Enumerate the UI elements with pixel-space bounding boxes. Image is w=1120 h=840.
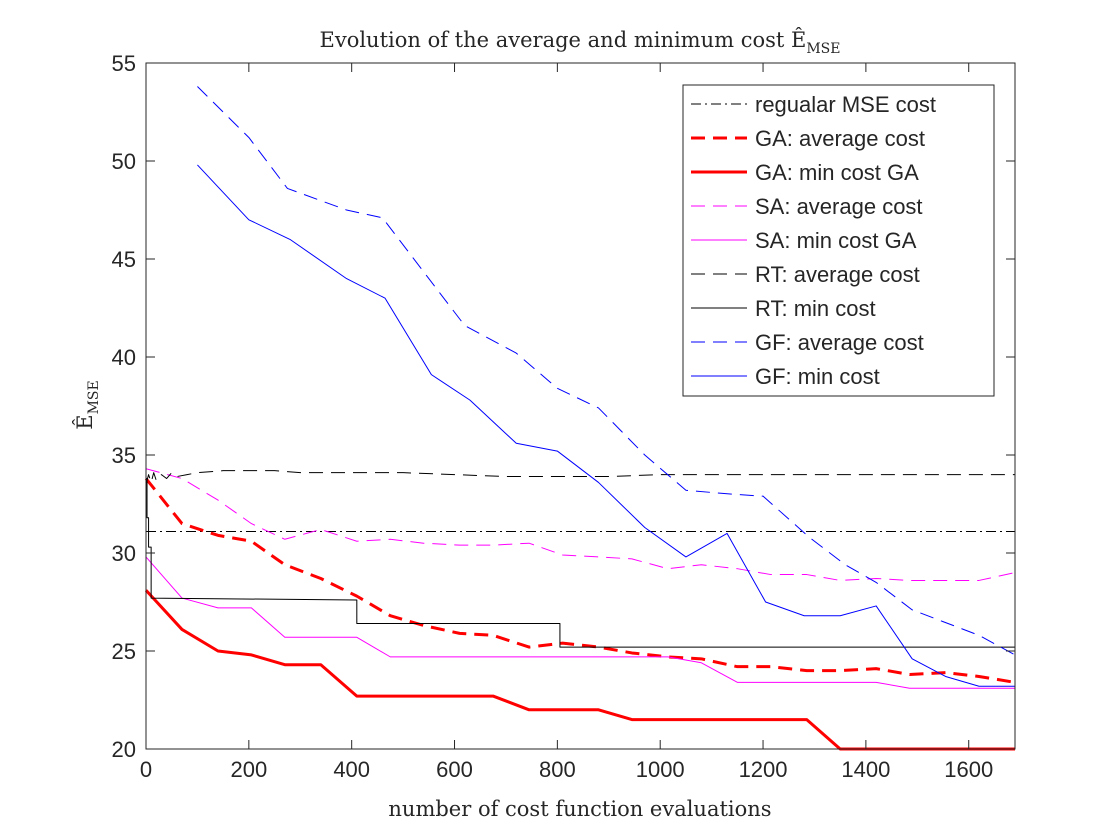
legend-label-8: GF: min cost — [755, 364, 880, 389]
series-line-6 — [146, 478, 1015, 648]
x-tick-label: 200 — [230, 757, 267, 782]
x-tick-label: 1200 — [739, 757, 788, 782]
y-tick-label: 35 — [112, 443, 136, 468]
y-tick-label: 40 — [112, 345, 136, 370]
x-tick-label: 600 — [436, 757, 473, 782]
legend-label-0: regualar MSE cost — [755, 92, 936, 117]
y-tick-label: 50 — [112, 149, 136, 174]
series-line-8 — [197, 164, 1015, 687]
tick-layer: 0 200 400 600 800 1000 1200 1400 1600 20 25 30 35 40 4… — [112, 51, 1015, 782]
series-line-1 — [144, 477, 1016, 684]
plot-frame — [145, 62, 1016, 750]
legend-label-2: GA: min cost GA — [755, 160, 919, 185]
y-tick-label: 55 — [112, 51, 136, 76]
x-tick-label: 800 — [539, 757, 576, 782]
x-tick-label: 400 — [333, 757, 370, 782]
y-tick-label: 30 — [112, 541, 136, 566]
legend: regualar MSE cost GA: average cost GA: min… — [682, 84, 995, 397]
series-line-4 — [145, 556, 1015, 689]
y-axis-label-sub: MSE — [86, 380, 102, 414]
x-tick-label: 0 — [140, 757, 152, 782]
chart-title-main: Evolution of the average and minimum cos… — [320, 28, 807, 52]
chart-title-sub: MSE — [806, 41, 840, 57]
y-tick-label: 25 — [112, 639, 136, 664]
legend-label-1: GA: average cost — [755, 126, 925, 151]
y-tick-label: 45 — [112, 247, 136, 272]
series-line-7 — [197, 86, 1016, 656]
x-tick-label: 1000 — [636, 757, 685, 782]
legend-label-3: SA: average cost — [755, 194, 923, 219]
x-tick-label: 1400 — [841, 757, 890, 782]
y-axis-label-main: Ê — [73, 414, 97, 429]
chart-title: Evolution of the average and minimum cos… — [320, 28, 841, 57]
series-line-5 — [145, 470, 1015, 485]
legend-label-4: SA: min cost GA — [755, 228, 917, 253]
legend-label-6: RT: min cost — [755, 296, 876, 321]
legend-label-7: GF: average cost — [755, 330, 924, 355]
x-axis-label: number of cost function evaluations — [388, 797, 771, 821]
y-tick-label: 20 — [112, 737, 136, 762]
legend-label-5: RT: average cost — [755, 262, 920, 287]
y-axis-label: ÊMSE — [73, 380, 102, 430]
x-tick-label: 1600 — [944, 757, 993, 782]
